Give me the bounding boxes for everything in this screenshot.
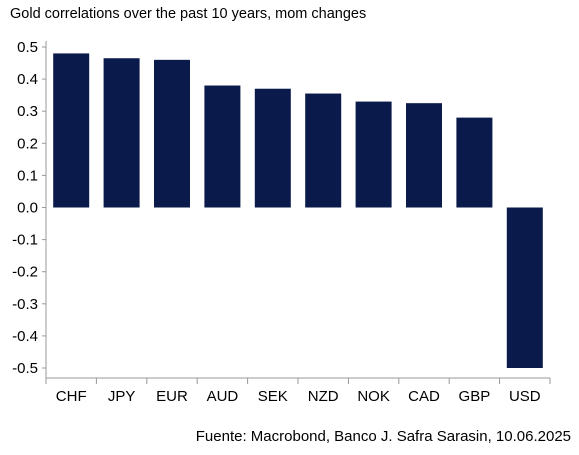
bars	[53, 53, 543, 368]
y-tick-label: 0.2	[17, 135, 38, 152]
y-tick-label: 0.5	[17, 39, 38, 56]
y-tick-label: -0.1	[12, 232, 38, 249]
y-tick-label: -0.4	[12, 328, 38, 345]
y-axis: 0.5 0.4 0.3 0.2 0.1 0.0 -0.1 -0.2 -0.3 -0.4 -0.5	[12, 39, 47, 378]
x-tick-label: GBP	[459, 388, 491, 405]
y-tick-label: -0.3	[12, 296, 38, 313]
bar-usd	[506, 207, 543, 368]
x-tick-label: NZD	[308, 388, 339, 405]
bar-sek	[254, 88, 291, 208]
bar-cad	[406, 103, 442, 208]
y-tick-label: 0.1	[17, 167, 38, 184]
bar-chf	[53, 53, 90, 208]
x-tick-label: CHF	[56, 388, 87, 405]
bar-aud	[204, 85, 241, 208]
bar-nok	[355, 101, 392, 208]
x-tick-label: USD	[509, 388, 541, 405]
bar-nzd	[305, 93, 342, 208]
y-tick-label: 0.4	[17, 71, 38, 88]
y-tick-label: 0.3	[17, 103, 38, 120]
source-note: Fuente: Macrobond, Banco J. Safra Sarasi…	[195, 428, 571, 445]
x-tick-label: SEK	[258, 388, 288, 405]
y-tick-label: -0.5	[12, 360, 38, 377]
x-tick-label: CAD	[408, 388, 440, 405]
y-tick-label: 0.0	[17, 200, 38, 217]
x-tick-label: EUR	[156, 388, 188, 405]
bar-gbp	[456, 117, 493, 208]
chart-title: Gold correlations over the past 10 years…	[10, 6, 367, 22]
x-tick-label: NOK	[357, 388, 390, 405]
x-tick-label: AUD	[207, 388, 239, 405]
x-axis: CHF JPY EUR AUD SEK NZD NOK CAD GBP USD	[45, 377, 551, 405]
x-tick-label: JPY	[108, 388, 136, 405]
bar-jpy	[103, 58, 140, 208]
bar-eur	[154, 59, 190, 208]
y-tick-label: -0.2	[12, 264, 38, 281]
